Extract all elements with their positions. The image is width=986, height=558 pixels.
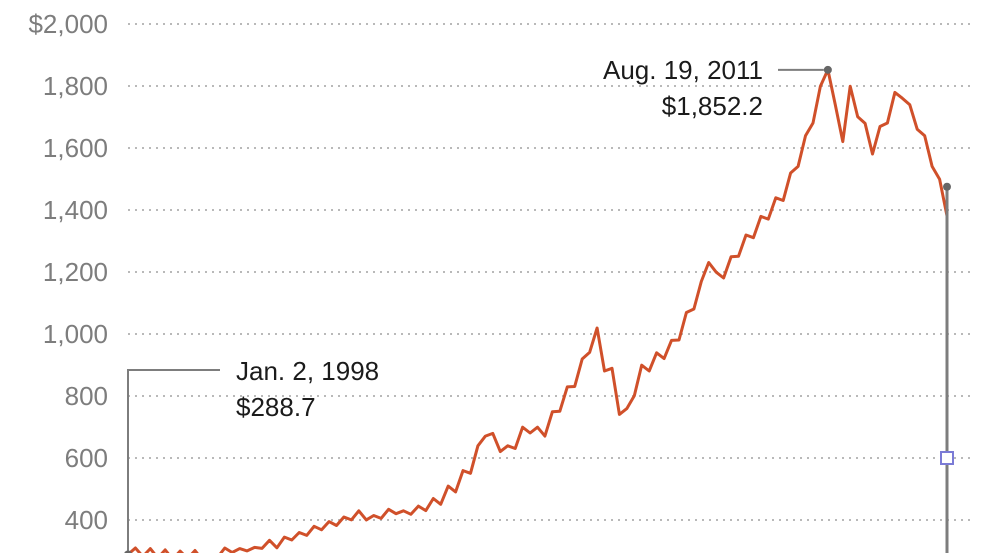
y-tick-label: 1,600 [43,133,108,163]
annotations: Aug. 19, 2011 $1,852.2 Jan. 2, 1998 $288.7 [124,55,954,558]
start-leader-line [127,369,220,555]
y-tick-label: 600 [65,443,108,473]
peak-date-label: Aug. 19, 2011 [603,55,763,85]
y-tick-label: 1,400 [43,195,108,225]
y-tick-label: $2,000 [28,9,108,39]
start-value-label: $288.7 [236,392,316,422]
y-tick-label: 1,800 [43,71,108,101]
y-axis-tick-labels: $2,000 1,800 1,600 1,400 1,200 1,000 800 600 400 [28,9,108,535]
peak-marker [823,65,832,74]
y-tick-label: 1,200 [43,257,108,287]
y-tick-label: 800 [65,381,108,411]
start-date-label: Jan. 2, 1998 [236,356,379,386]
price-line-group [127,68,949,558]
gold-price-line [127,68,949,558]
y-tick-label: 1,000 [43,319,108,349]
gridlines [128,23,975,521]
peak-value-label: $1,852.2 [662,91,763,121]
selection-handle[interactable] [940,451,954,465]
y-tick-label: 400 [65,505,108,535]
end-point-marker [943,182,951,191]
